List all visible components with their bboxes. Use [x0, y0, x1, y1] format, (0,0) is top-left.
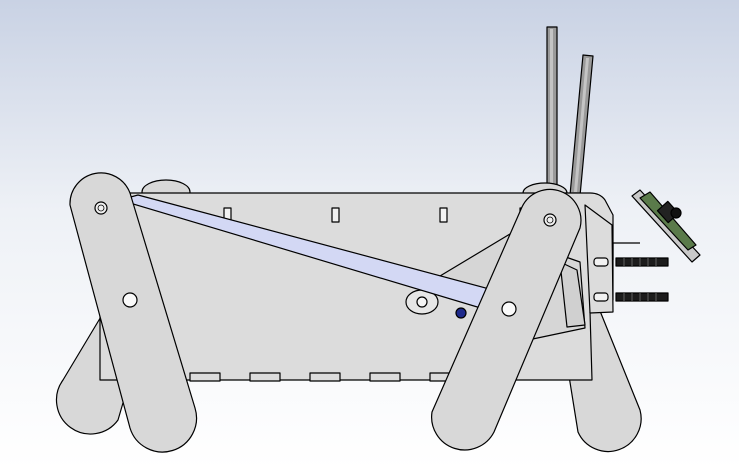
head-bolts	[615, 257, 669, 302]
upright-rods	[546, 26, 594, 197]
shoulder-joint-pin	[546, 216, 554, 224]
body-slot	[439, 207, 448, 223]
head-slot	[593, 257, 609, 267]
body-slot	[331, 207, 340, 223]
camera-sensor-board[interactable]	[631, 189, 701, 263]
hip-joint-pin	[97, 204, 105, 212]
vertical-rod-highlight	[550, 29, 553, 193]
rear-front-leg[interactable]	[69, 172, 198, 453]
camera-lens	[670, 207, 682, 219]
shoulder-joint-hole	[543, 213, 557, 227]
knee-joint-hole	[122, 292, 138, 308]
elbow-joint-hole	[501, 301, 517, 317]
bolt	[615, 257, 669, 267]
head-slot	[593, 292, 609, 302]
angled-rod-highlight	[574, 58, 589, 192]
bottom-tab	[249, 372, 281, 382]
pivot-hole	[416, 296, 428, 308]
bottom-tab	[189, 372, 221, 382]
bottom-tab	[309, 372, 341, 382]
head-bracket[interactable]	[584, 204, 640, 314]
hip-joint-hole	[94, 201, 108, 215]
bottom-tab	[369, 372, 401, 382]
front-front-leg[interactable]	[431, 188, 582, 451]
blue-fastener	[455, 307, 467, 319]
bolt	[615, 292, 669, 302]
